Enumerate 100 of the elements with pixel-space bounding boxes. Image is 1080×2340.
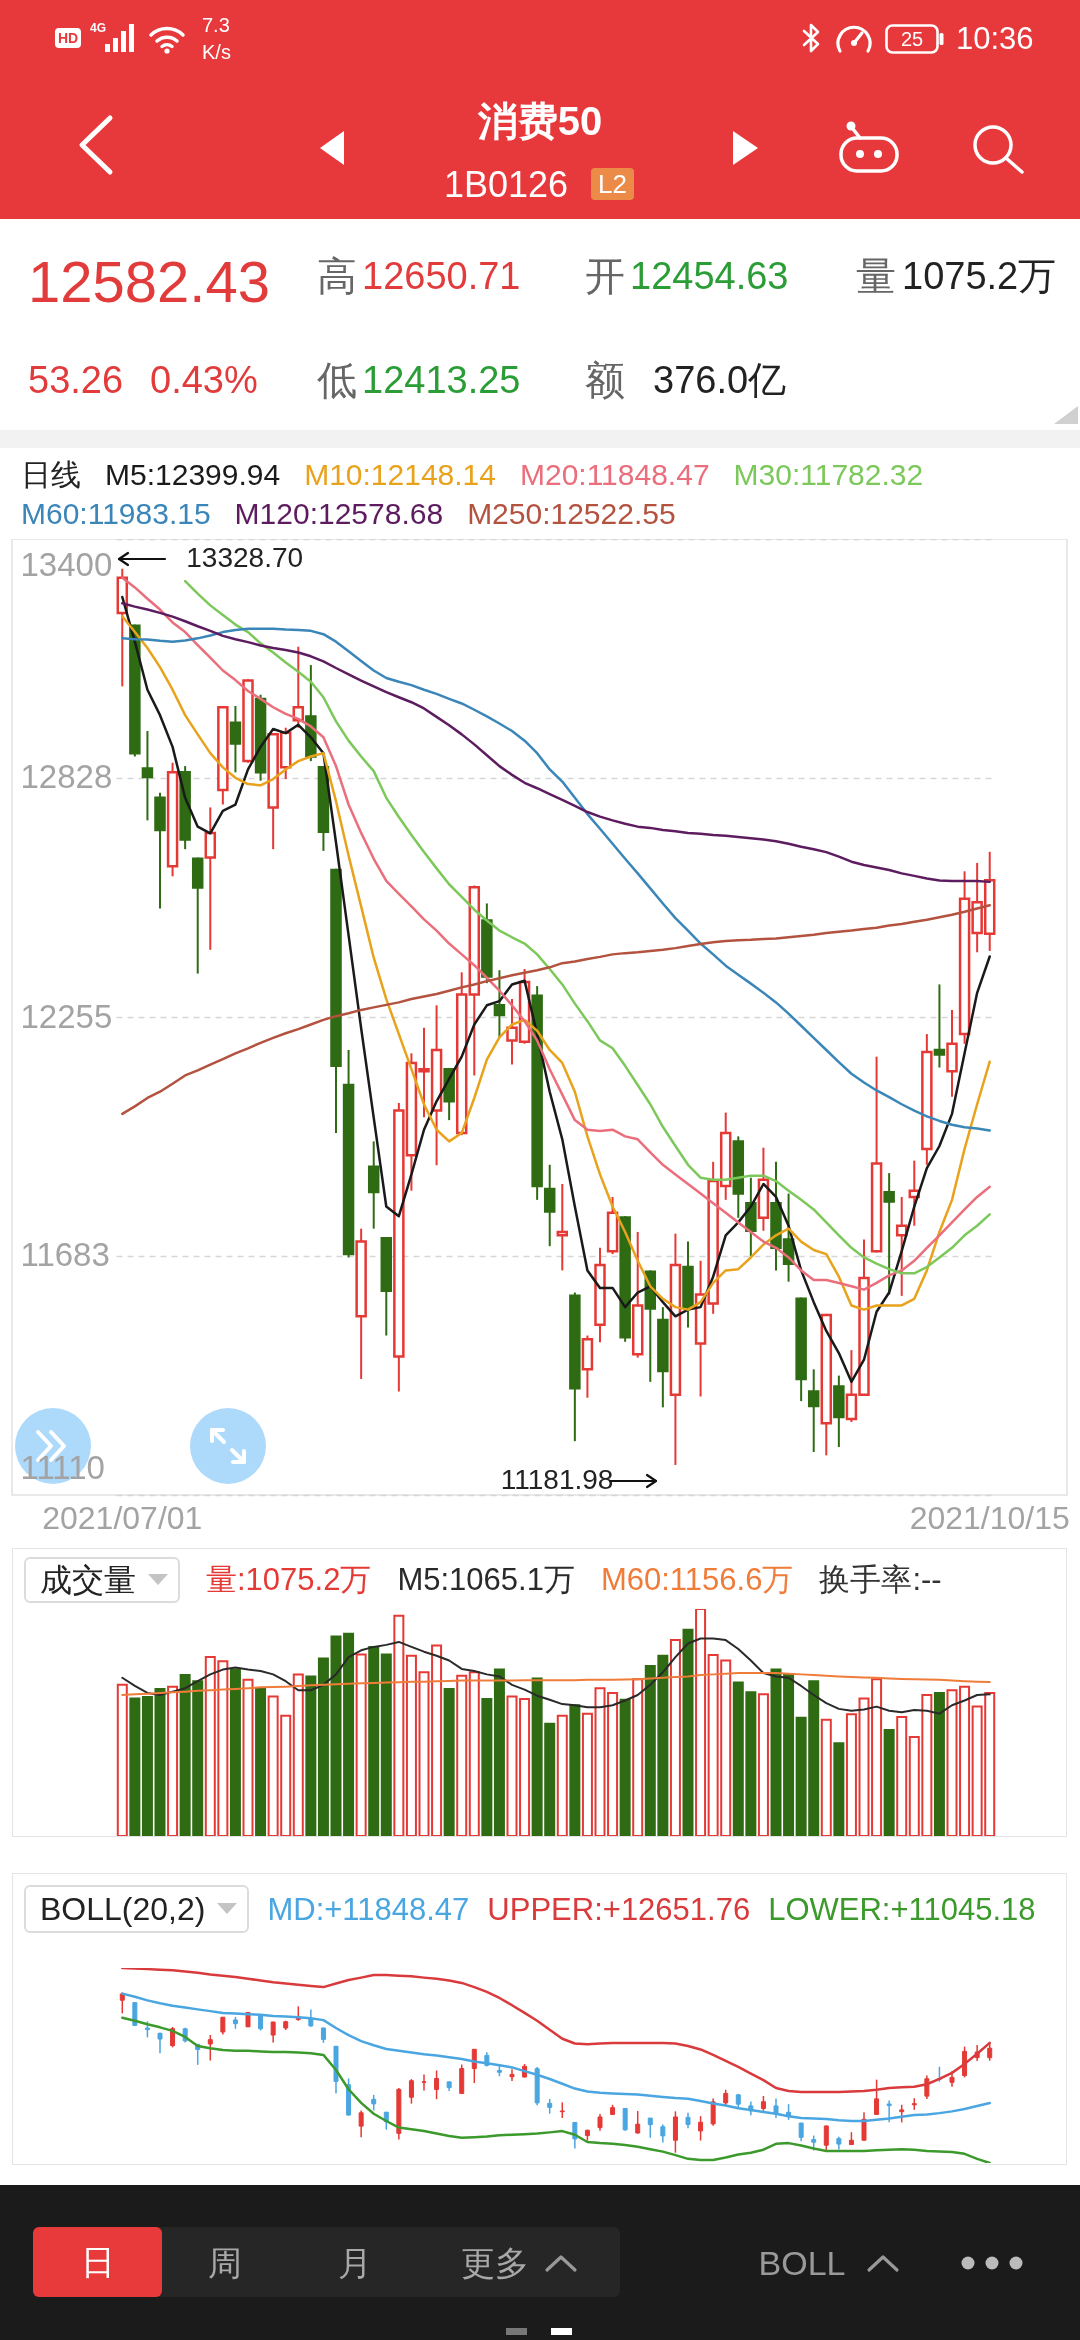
text: MD:+11848.47 [267,1890,470,1929]
text: L2 [591,168,634,200]
bar [229,1668,241,1836]
y-tick-label: 12255 [20,997,113,1035]
bar [116,1683,128,1836]
bar [896,1716,908,1836]
text: 12454.63 [630,254,789,299]
candlestick [358,2109,364,2139]
bar [317,1657,329,1836]
y-tick-label: 13400 [20,545,113,583]
text: K/s [202,39,231,65]
select-box: 成交量 [24,1557,180,1603]
text: 53.26 [28,358,124,403]
bar [481,1698,493,1836]
series-label: M5:1065.1万 [397,1561,575,1599]
annotation: 13328.70 [186,541,304,573]
text: 月 [338,2242,372,2284]
candlestick [647,2117,653,2139]
bar [569,1704,581,1836]
candlestick [270,2020,276,2044]
text: 消费50 [477,98,603,145]
candlestick [823,2124,829,2152]
text: 额 [585,357,625,404]
bar [619,1698,631,1836]
bar [393,1614,405,1836]
y-tick-label: 11683 [20,1236,110,1274]
text: 25 [900,26,924,52]
text: 高 [317,253,357,300]
bar [443,1687,455,1836]
candlestick [672,2110,678,2154]
text: 0.43% [150,358,258,403]
text: M60:1156.6万 [600,1561,794,1599]
bar [255,1687,267,1836]
text: 量 [856,253,896,300]
bar [581,1712,593,1836]
bar [632,1678,644,1836]
bar [933,1691,945,1836]
bar [493,1668,505,1836]
text: 更多 [461,2242,529,2284]
bar [405,1654,417,1836]
bar [167,1685,179,1836]
text: M10:12148.14 [304,457,496,493]
bar [292,1673,304,1836]
bar [845,1713,857,1836]
series-label: 量:1075.2万 [206,1561,372,1599]
bar [154,1687,166,1836]
legend-title: 成交量 [40,1561,136,1600]
text: M5:12399.94 [105,457,281,493]
text: 12413.25 [362,358,521,403]
candlestick [207,2034,213,2062]
text: M20:11848.47 [519,457,710,493]
candlestick [622,2107,628,2132]
candlestick [798,2122,804,2143]
bar [757,1693,769,1836]
bar [305,1675,317,1836]
candlestick [698,2115,704,2142]
select-box: BOLL(20,2) [24,1885,250,1933]
bar [820,1718,832,1836]
bar [129,1697,141,1836]
text: 7.3 [202,12,230,38]
bar [141,1696,153,1836]
text: 376.0亿 [653,358,787,403]
candlestick [421,2073,427,2092]
x-tick-label: 2021/07/01 [42,1499,203,1536]
annotation: 11181.98 [500,1463,614,1495]
text: BOLL [758,2242,846,2284]
bar [456,1674,468,1836]
bar [883,1728,895,1836]
text: M120:12578.68 [234,496,444,532]
candlestick [635,2110,641,2135]
text: M250:12522.55 [467,496,676,532]
candlestick [861,2111,867,2142]
bar [380,1653,392,1836]
bar [833,1742,845,1836]
bar [695,1609,707,1836]
bar [355,1653,367,1836]
text: 4G [90,20,107,36]
candlestick [710,2097,716,2127]
text: 低 [317,357,357,404]
text: 换手率:-- [819,1561,942,1599]
bar [669,1639,681,1836]
bar [368,1645,380,1836]
text: 开 [585,253,625,300]
bar [468,1671,480,1836]
bar [682,1628,694,1836]
candlestick [434,2069,440,2100]
text: 12582.43 [28,247,270,316]
series-label: UPPER:+12651.76 [487,1890,751,1929]
text: LOWER:+11045.18 [768,1890,1036,1929]
y-tick-label: 12828 [20,758,113,796]
bar [556,1714,568,1836]
text: M30:11782.32 [733,457,924,493]
text: 1075.2万 [902,254,1057,299]
legend-title: 日线 [21,457,81,493]
legend-title: BOLL(20,2) [40,1890,206,1929]
candlestick [157,2031,163,2054]
candlestick [509,2068,515,2082]
candlestick [773,2097,779,2119]
x-tick-label: 2021/10/15 [909,1499,1070,1536]
text: 1B0126 [444,162,569,207]
